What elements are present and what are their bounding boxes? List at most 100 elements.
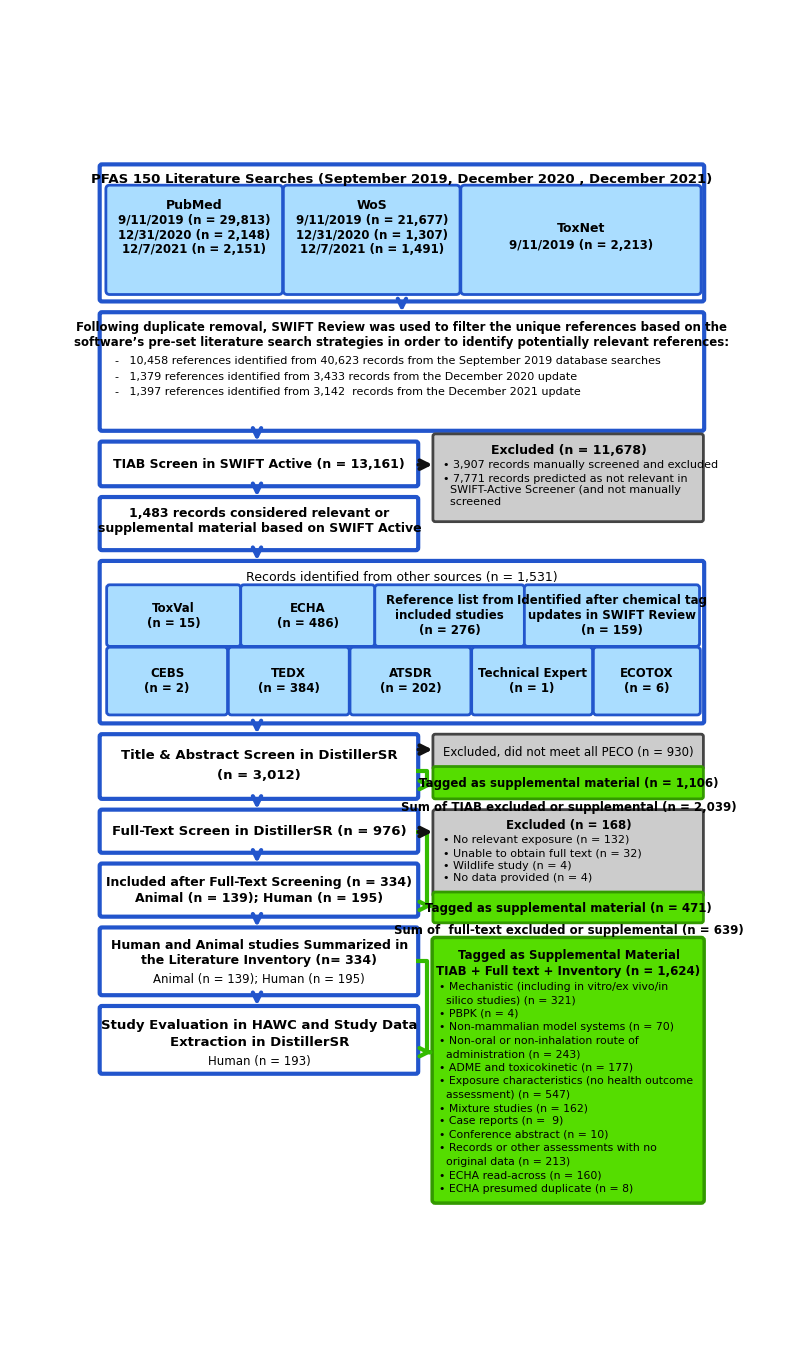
Text: • Case reports (n =  9): • Case reports (n = 9) (439, 1117, 564, 1126)
Text: Reference list from
included studies
(n = 276): Reference list from included studies (n … (385, 594, 513, 636)
Text: (n = 3,012): (n = 3,012) (217, 769, 301, 782)
Text: Human and Animal studies Summarized in: Human and Animal studies Summarized in (111, 939, 408, 951)
Text: Identified after chemical tag
updates in SWIFT Review
(n = 159): Identified after chemical tag updates in… (517, 594, 707, 636)
Text: • Records or other assessments with no: • Records or other assessments with no (439, 1144, 657, 1153)
Text: supplemental material based on SWIFT Active: supplemental material based on SWIFT Act… (97, 522, 421, 535)
Text: • Wildlife study (n = 4): • Wildlife study (n = 4) (443, 860, 571, 871)
Text: • No data provided (n = 4): • No data provided (n = 4) (443, 873, 592, 883)
Text: -   1,397 references identified from 3,142  records from the December 2021 updat: - 1,397 references identified from 3,142… (115, 387, 581, 398)
FancyBboxPatch shape (593, 647, 700, 715)
Text: TIAB + Full text + Inventory (n = 1,624): TIAB + Full text + Inventory (n = 1,624) (436, 965, 700, 978)
FancyBboxPatch shape (433, 767, 703, 799)
Text: Sum of  full-text excluded or supplemental (n = 639): Sum of full-text excluded or supplementa… (393, 924, 743, 938)
FancyBboxPatch shape (472, 647, 593, 715)
Text: Animal (n = 139); Human (n = 195): Animal (n = 139); Human (n = 195) (153, 973, 365, 985)
Text: Tagged as supplemental material (n = 1,106): Tagged as supplemental material (n = 1,1… (419, 778, 718, 790)
FancyBboxPatch shape (433, 938, 704, 1204)
Text: -   10,458 references identified from 40,623 records from the September 2019 dat: - 10,458 references identified from 40,6… (115, 357, 661, 366)
FancyBboxPatch shape (100, 734, 418, 799)
FancyBboxPatch shape (433, 434, 703, 521)
Text: Tagged as supplemental material (n = 471): Tagged as supplemental material (n = 471… (425, 901, 712, 915)
FancyBboxPatch shape (100, 312, 704, 430)
Text: Animal (n = 139); Human (n = 195): Animal (n = 139); Human (n = 195) (135, 893, 383, 905)
FancyBboxPatch shape (100, 810, 418, 852)
Text: • No relevant exposure (n = 132): • No relevant exposure (n = 132) (443, 835, 630, 844)
Text: Excluded (n = 11,678): Excluded (n = 11,678) (491, 444, 647, 456)
FancyBboxPatch shape (228, 647, 349, 715)
Text: • 3,907 records manually screened and excluded: • 3,907 records manually screened and ex… (443, 460, 718, 470)
Text: Excluded, did not meet all PECO (n = 930): Excluded, did not meet all PECO (n = 930… (444, 746, 694, 759)
Text: Following duplicate removal, SWIFT Review was used to filter the unique referenc: Following duplicate removal, SWIFT Revie… (75, 320, 729, 349)
Text: WoS: WoS (356, 198, 387, 212)
Text: Extraction in DistillerSR: Extraction in DistillerSR (170, 1037, 349, 1049)
Text: ATSDR
(n = 202): ATSDR (n = 202) (380, 668, 441, 695)
Text: 12/31/2020 (n = 1,307): 12/31/2020 (n = 1,307) (296, 229, 447, 242)
FancyBboxPatch shape (374, 585, 524, 646)
Text: Excluded (n = 168): Excluded (n = 168) (506, 820, 631, 832)
FancyBboxPatch shape (107, 585, 241, 646)
Text: • Exposure characteristics (no health outcome: • Exposure characteristics (no health ou… (439, 1076, 693, 1086)
Text: administration (n = 243): administration (n = 243) (439, 1049, 581, 1058)
Text: assessment) (n = 547): assessment) (n = 547) (439, 1090, 570, 1099)
Text: Records identified from other sources (n = 1,531): Records identified from other sources (n… (246, 570, 557, 584)
Text: • Conference abstract (n = 10): • Conference abstract (n = 10) (439, 1130, 608, 1140)
Text: Included after Full-Text Screening (n = 334): Included after Full-Text Screening (n = … (106, 875, 412, 889)
Text: • Mechanistic (including in vitro/ex vivo/in: • Mechanistic (including in vitro/ex viv… (439, 981, 668, 992)
Text: ECHA
(n = 486): ECHA (n = 486) (277, 601, 339, 630)
Text: ToxNet: ToxNet (557, 221, 605, 235)
Text: 1,483 records considered relevant or: 1,483 records considered relevant or (130, 508, 389, 521)
Text: silico studies) (n = 321): silico studies) (n = 321) (439, 995, 576, 1006)
Text: Title & Abstract Screen in DistillerSR: Title & Abstract Screen in DistillerSR (121, 749, 398, 763)
Text: Tagged as Supplemental Material: Tagged as Supplemental Material (458, 950, 680, 962)
Text: • Mixture studies (n = 162): • Mixture studies (n = 162) (439, 1103, 588, 1113)
FancyBboxPatch shape (524, 585, 699, 646)
FancyBboxPatch shape (100, 497, 418, 550)
Text: Sum of TIAB excluded or supplemental (n = 2,039): Sum of TIAB excluded or supplemental (n … (400, 801, 736, 814)
Text: 9/11/2019 (n = 21,677): 9/11/2019 (n = 21,677) (295, 214, 448, 227)
Text: Human (n = 193): Human (n = 193) (208, 1054, 311, 1068)
Text: original data (n = 213): original data (n = 213) (439, 1158, 571, 1167)
Text: • PBPK (n = 4): • PBPK (n = 4) (439, 1008, 519, 1019)
FancyBboxPatch shape (100, 1006, 418, 1073)
Text: Study Evaluation in HAWC and Study Data: Study Evaluation in HAWC and Study Data (101, 1019, 418, 1031)
FancyBboxPatch shape (461, 185, 701, 294)
Text: • Unable to obtain full text (n = 32): • Unable to obtain full text (n = 32) (443, 848, 642, 859)
Text: 12/7/2021 (n = 1,491): 12/7/2021 (n = 1,491) (300, 243, 444, 256)
Text: screened: screened (443, 497, 501, 506)
Text: • Non-mammalian model systems (n = 70): • Non-mammalian model systems (n = 70) (439, 1022, 674, 1033)
Text: • 7,771 records predicted as not relevant in: • 7,771 records predicted as not relevan… (443, 474, 688, 483)
Text: -   1,379 references identified from 3,433 records from the December 2020 update: - 1,379 references identified from 3,433… (115, 372, 577, 381)
Text: • ECHA presumed duplicate (n = 8): • ECHA presumed duplicate (n = 8) (439, 1183, 633, 1194)
Text: 12/7/2021 (n = 2,151): 12/7/2021 (n = 2,151) (122, 243, 266, 256)
Text: SWIFT-Active Screener (and not manually: SWIFT-Active Screener (and not manually (443, 484, 681, 495)
Text: 12/31/2020 (n = 2,148): 12/31/2020 (n = 2,148) (118, 229, 270, 242)
Text: • ECHA read-across (n = 160): • ECHA read-across (n = 160) (439, 1170, 602, 1181)
Text: TIAB Screen in SWIFT Active (n = 13,161): TIAB Screen in SWIFT Active (n = 13,161) (114, 459, 405, 471)
FancyBboxPatch shape (350, 647, 471, 715)
Text: • ADME and toxicokinetic (n = 177): • ADME and toxicokinetic (n = 177) (439, 1063, 633, 1072)
FancyBboxPatch shape (107, 647, 228, 715)
FancyBboxPatch shape (100, 164, 704, 301)
FancyBboxPatch shape (241, 585, 374, 646)
Text: ToxVal
(n = 15): ToxVal (n = 15) (147, 601, 200, 630)
FancyBboxPatch shape (433, 810, 703, 897)
Text: ECOTOX
(n = 6): ECOTOX (n = 6) (620, 668, 674, 695)
Text: 9/11/2019 (n = 29,813): 9/11/2019 (n = 29,813) (118, 214, 271, 227)
Text: Full-Text Screen in DistillerSR (n = 976): Full-Text Screen in DistillerSR (n = 976… (112, 825, 407, 839)
FancyBboxPatch shape (100, 927, 418, 995)
FancyBboxPatch shape (433, 734, 703, 769)
Text: TEDX
(n = 384): TEDX (n = 384) (257, 668, 319, 695)
Text: the Literature Inventory (n= 334): the Literature Inventory (n= 334) (141, 954, 378, 968)
Text: 9/11/2019 (n = 2,213): 9/11/2019 (n = 2,213) (509, 239, 653, 252)
FancyBboxPatch shape (106, 185, 283, 294)
Text: Technical Expert
(n = 1): Technical Expert (n = 1) (477, 668, 586, 695)
FancyBboxPatch shape (433, 892, 703, 923)
FancyBboxPatch shape (100, 441, 418, 486)
FancyBboxPatch shape (283, 185, 460, 294)
FancyBboxPatch shape (100, 560, 704, 723)
Text: • Non-oral or non-inhalation route of: • Non-oral or non-inhalation route of (439, 1035, 639, 1046)
Text: PFAS 150 Literature Searches (September 2019, December 2020 , December 2021): PFAS 150 Literature Searches (September … (91, 174, 713, 186)
Text: CEBS
(n = 2): CEBS (n = 2) (144, 668, 190, 695)
FancyBboxPatch shape (100, 863, 418, 917)
Text: PubMed: PubMed (166, 198, 222, 212)
